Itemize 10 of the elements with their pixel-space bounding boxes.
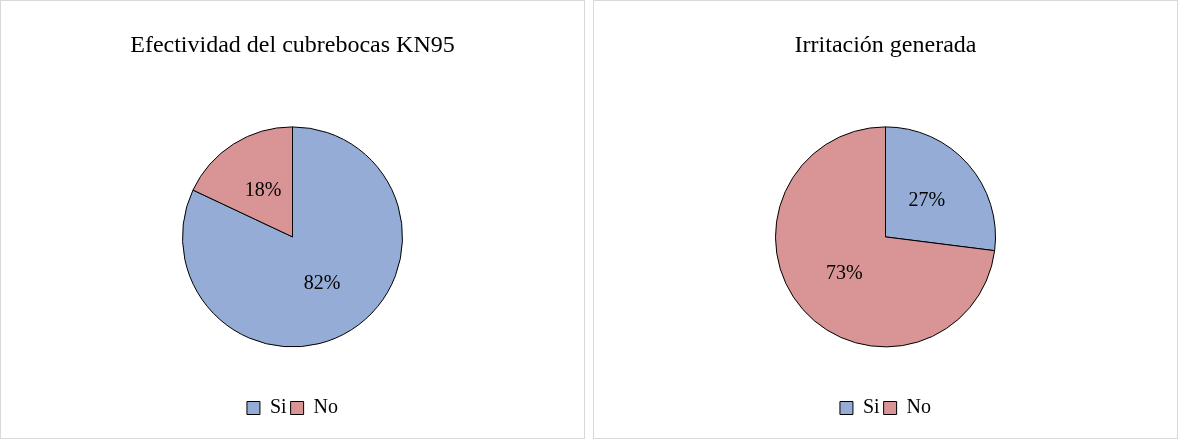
data-label: 18% [244,177,282,200]
legend-label: Si [269,395,288,418]
legend-label: No [906,395,932,418]
data-label: 82% [303,270,341,293]
chart-title: Irritación generada [794,30,977,57]
legend-label: Si [862,395,881,418]
data-label: 27% [908,187,946,210]
legend-label: No [313,395,339,418]
chart-title: Efectividad del cubrebocas KN95 [130,30,455,57]
data-label: 73% [825,260,863,283]
